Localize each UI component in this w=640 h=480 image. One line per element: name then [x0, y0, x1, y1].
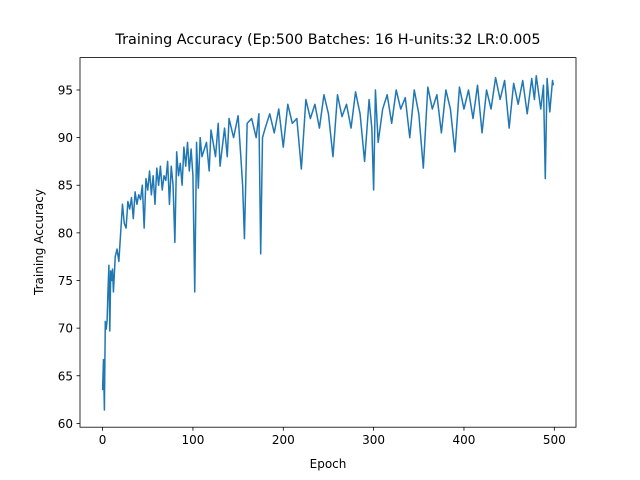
- y-tick-label: 90: [58, 131, 73, 145]
- y-tick-label: 95: [58, 83, 73, 97]
- y-tick-label: 70: [58, 322, 73, 336]
- x-axis-label: Epoch: [310, 457, 347, 471]
- y-tick-label: 85: [58, 179, 73, 193]
- y-tick-label: 60: [58, 417, 73, 431]
- x-tick-label: 500: [543, 433, 566, 447]
- data-line: [101, 74, 555, 411]
- x-tick-label: 0: [99, 433, 107, 447]
- plot-frame: [79, 57, 577, 428]
- y-tick-label: 80: [58, 226, 73, 240]
- x-tick-label: 200: [272, 433, 295, 447]
- x-tick-label: 300: [362, 433, 385, 447]
- x-tick-label: 400: [453, 433, 476, 447]
- chart-title: Training Accuracy (Ep:500 Batches: 16 H-…: [114, 32, 540, 48]
- y-tick-label: 65: [58, 369, 73, 383]
- x-tick-label: 100: [181, 433, 204, 447]
- y-tick-label: 75: [58, 274, 73, 288]
- y-axis-label: Training Accuracy: [32, 189, 46, 296]
